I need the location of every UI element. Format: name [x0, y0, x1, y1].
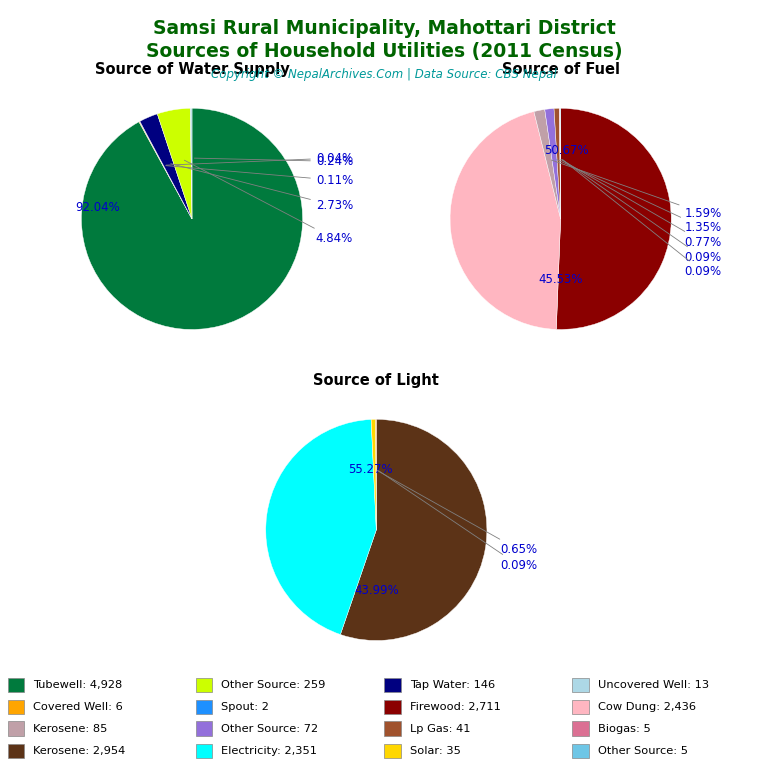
- Text: Cow Dung: 2,436: Cow Dung: 2,436: [598, 702, 696, 713]
- Text: Kerosene: 85: Kerosene: 85: [33, 723, 108, 733]
- Title: Source of Fuel: Source of Fuel: [502, 61, 620, 77]
- Text: Biogas: 5: Biogas: 5: [598, 723, 650, 733]
- Wedge shape: [450, 111, 561, 329]
- Text: Firewood: 2,711: Firewood: 2,711: [409, 702, 501, 713]
- Text: Other Source: 72: Other Source: 72: [221, 723, 319, 733]
- Text: 0.09%: 0.09%: [379, 471, 538, 572]
- Text: 0.04%: 0.04%: [166, 151, 353, 165]
- Bar: [384, 721, 401, 736]
- Wedge shape: [266, 419, 376, 634]
- Text: 0.11%: 0.11%: [166, 166, 353, 187]
- Text: Lp Gas: 41: Lp Gas: 41: [409, 723, 470, 733]
- Text: Covered Well: 6: Covered Well: 6: [33, 702, 123, 713]
- Text: 0.65%: 0.65%: [377, 471, 538, 556]
- Bar: [8, 743, 25, 758]
- Text: 0.09%: 0.09%: [562, 160, 722, 264]
- Text: 2.73%: 2.73%: [170, 164, 353, 212]
- Wedge shape: [157, 108, 192, 219]
- Wedge shape: [340, 419, 487, 641]
- Wedge shape: [534, 109, 561, 219]
- Wedge shape: [545, 108, 561, 219]
- Text: Tap Water: 146: Tap Water: 146: [409, 680, 495, 690]
- Bar: [196, 743, 213, 758]
- Wedge shape: [140, 114, 192, 219]
- Wedge shape: [81, 108, 303, 329]
- Bar: [572, 743, 589, 758]
- Text: 43.99%: 43.99%: [354, 584, 399, 598]
- Title: Source of Light: Source of Light: [313, 372, 439, 388]
- Wedge shape: [190, 108, 192, 219]
- Bar: [384, 743, 401, 758]
- Wedge shape: [140, 121, 192, 219]
- Text: 0.77%: 0.77%: [561, 160, 722, 249]
- Text: 50.67%: 50.67%: [544, 144, 588, 157]
- Text: Uncovered Well: 13: Uncovered Well: 13: [598, 680, 709, 690]
- Bar: [8, 700, 25, 714]
- Text: 45.53%: 45.53%: [538, 273, 583, 286]
- Text: 55.27%: 55.27%: [349, 462, 393, 475]
- Text: 1.35%: 1.35%: [557, 160, 722, 234]
- Text: 0.09%: 0.09%: [563, 160, 722, 279]
- Bar: [8, 721, 25, 736]
- Bar: [384, 678, 401, 692]
- Text: Copyright © NepalArchives.Com | Data Source: CBS Nepal: Copyright © NepalArchives.Com | Data Sou…: [211, 68, 557, 81]
- Text: 92.04%: 92.04%: [75, 201, 121, 214]
- Bar: [384, 700, 401, 714]
- Wedge shape: [371, 419, 376, 530]
- Wedge shape: [554, 108, 561, 219]
- Text: Samsi Rural Municipality, Mahottari District: Samsi Rural Municipality, Mahottari Dist…: [153, 19, 615, 38]
- Bar: [196, 721, 213, 736]
- Text: Other Source: 5: Other Source: 5: [598, 746, 688, 756]
- Bar: [196, 700, 213, 714]
- Text: Spout: 2: Spout: 2: [221, 702, 270, 713]
- Bar: [8, 678, 25, 692]
- Wedge shape: [139, 121, 192, 219]
- Text: 1.59%: 1.59%: [551, 160, 722, 220]
- Bar: [572, 678, 589, 692]
- Bar: [572, 721, 589, 736]
- Text: Kerosene: 2,954: Kerosene: 2,954: [33, 746, 125, 756]
- Text: Tubewell: 4,928: Tubewell: 4,928: [33, 680, 123, 690]
- Text: Solar: 35: Solar: 35: [409, 746, 461, 756]
- Wedge shape: [556, 108, 671, 329]
- Text: Other Source: 259: Other Source: 259: [221, 680, 326, 690]
- Bar: [196, 678, 213, 692]
- Text: Electricity: 2,351: Electricity: 2,351: [221, 746, 317, 756]
- Bar: [572, 700, 589, 714]
- Text: Sources of Household Utilities (2011 Census): Sources of Household Utilities (2011 Cen…: [146, 42, 622, 61]
- Title: Source of Water Supply: Source of Water Supply: [94, 61, 290, 77]
- Wedge shape: [559, 108, 561, 219]
- Text: 0.24%: 0.24%: [194, 155, 353, 168]
- Text: 4.84%: 4.84%: [184, 161, 353, 245]
